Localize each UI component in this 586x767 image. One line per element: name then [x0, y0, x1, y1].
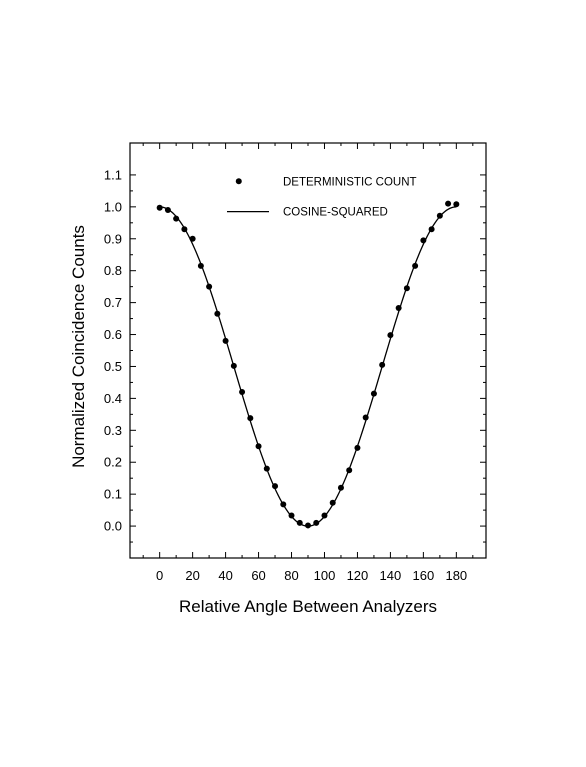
x-tick-label: 80	[284, 568, 298, 583]
data-point	[263, 465, 270, 472]
x-axis-title: Relative Angle Between Analyzers	[179, 597, 437, 616]
data-point	[370, 390, 377, 397]
data-point	[181, 226, 188, 233]
y-tick-label: 0.3	[104, 423, 122, 438]
legend-marker-deterministic	[235, 178, 242, 185]
data-point	[206, 283, 213, 290]
data-point	[379, 361, 386, 368]
data-point	[445, 200, 452, 207]
data-point	[453, 201, 460, 208]
data-point	[296, 519, 303, 526]
data-point	[247, 415, 254, 422]
x-tick-label: 140	[380, 568, 402, 583]
y-tick-label: 0.1	[104, 487, 122, 502]
data-point	[313, 519, 320, 526]
axes: 0 20 40 60 80 100 120 140 160 180 0.0 0.1 0.2 0.3 0.4 0…	[104, 142, 487, 583]
plot-frame	[129, 142, 487, 559]
y-tick-label: 0.6	[104, 327, 122, 342]
data-point	[387, 332, 394, 339]
data-point	[255, 443, 262, 450]
data-point	[420, 237, 427, 244]
plot-area	[156, 200, 460, 529]
x-tick-label: 100	[314, 568, 336, 583]
data-point	[329, 499, 336, 506]
data-point	[280, 501, 287, 508]
data-point	[321, 512, 328, 519]
y-tick-label: 0.4	[104, 391, 122, 406]
x-tick-label: 40	[218, 568, 232, 583]
data-point	[305, 522, 311, 529]
y-tick-label: 0.5	[104, 359, 122, 374]
data-point	[288, 512, 295, 519]
data-point	[272, 483, 279, 490]
legend-label-deterministic: DETERMINISTIC COUNT	[283, 176, 417, 188]
data-point	[436, 212, 443, 219]
data-point	[197, 262, 204, 269]
legend: DETERMINISTIC COUNT COSINE-SQUARED	[227, 176, 417, 219]
y-tick-label: 0.2	[104, 455, 122, 470]
data-point	[428, 226, 435, 233]
y-tick-label: 0.9	[104, 231, 122, 246]
y-tick-label: 1.0	[104, 199, 122, 214]
data-point	[189, 235, 196, 242]
data-point	[230, 362, 237, 369]
y-tick-label: 0.7	[104, 295, 122, 310]
data-point	[354, 444, 361, 451]
y-tick-label: 0.8	[104, 263, 122, 278]
x-tick-label: 0	[156, 568, 163, 583]
data-point	[164, 207, 171, 214]
y-axis-title: Normalized Coincidence Counts	[69, 225, 88, 468]
legend-label-cosine-squared: COSINE-SQUARED	[283, 207, 388, 219]
series-line-cosine-squared	[159, 206, 457, 527]
data-point	[214, 310, 221, 317]
data-point	[222, 337, 229, 344]
data-point	[346, 467, 353, 474]
x-tick-label: 180	[445, 568, 467, 583]
y-tick-label: 1.1	[104, 167, 122, 182]
data-point	[395, 305, 402, 312]
data-point	[337, 484, 344, 491]
data-point	[403, 285, 410, 292]
y-tick-label: 0.0	[104, 519, 122, 534]
data-point	[156, 204, 163, 211]
x-tick-label: 60	[251, 568, 265, 583]
data-point	[362, 414, 369, 421]
data-point	[412, 262, 419, 269]
data-point	[239, 389, 246, 395]
data-point	[173, 215, 180, 222]
x-tick-label: 160	[413, 568, 435, 583]
x-tick-label: 120	[347, 568, 369, 583]
x-tick-label: 20	[185, 568, 199, 583]
